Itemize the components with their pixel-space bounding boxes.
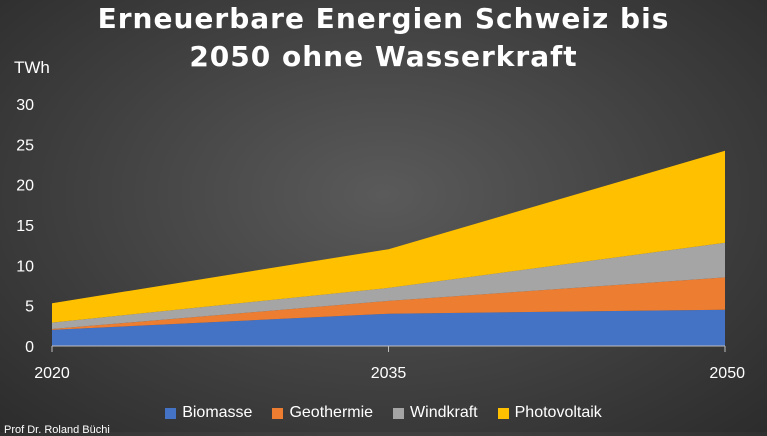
chart-title: Erneuerbare Energien Schweiz bis 2050 oh…: [0, 0, 767, 76]
y-axis-unit-label: TWh: [14, 58, 50, 77]
legend-swatch: [393, 407, 405, 419]
y-tick-label-5: 25: [16, 137, 34, 154]
chart-title-line2: 2050 ohne Wasserkraft: [189, 40, 578, 73]
legend-swatch: [165, 407, 177, 419]
legend-swatch: [497, 407, 509, 419]
y-tick-label-0: 0: [25, 339, 34, 356]
legend-label: Photovoltaik: [514, 404, 602, 421]
area-series-biomasse: [52, 309, 725, 346]
legend-item-windkraft: Windkraft: [393, 404, 478, 422]
area-series-windkraft: [52, 242, 725, 330]
author-credit: Prof Dr. Roland Büchi: [4, 424, 110, 436]
y-tick-label-3: 15: [16, 218, 34, 235]
x-tick-label-1: 2035: [371, 365, 407, 382]
legend-swatch: [272, 407, 284, 419]
area-series-photovoltaik: [52, 150, 725, 323]
x-tick-label-0: 2020: [34, 365, 70, 382]
legend-item-biomasse: Biomasse: [165, 404, 252, 422]
chart-title-line1: Erneuerbare Energien Schweiz bis: [97, 2, 670, 35]
legend-label: Biomasse: [182, 404, 253, 421]
chart-legend: Biomasse Geothermie Windkraft Photovoltaik: [0, 404, 767, 422]
x-tick-label-2: 2050: [709, 365, 745, 382]
y-tick-label-4: 20: [16, 178, 34, 195]
legend-label: Geothermie: [289, 404, 374, 421]
y-tick-label-2: 10: [16, 258, 34, 275]
legend-item-photovoltaik: Photovoltaik: [497, 404, 602, 422]
y-tick-label-6: 30: [16, 97, 34, 114]
legend-item-geothermie: Geothermie: [272, 404, 373, 422]
legend-label: Windkraft: [410, 404, 478, 421]
y-tick-label-1: 5: [25, 299, 34, 316]
area-series-geothermie: [52, 277, 725, 330]
